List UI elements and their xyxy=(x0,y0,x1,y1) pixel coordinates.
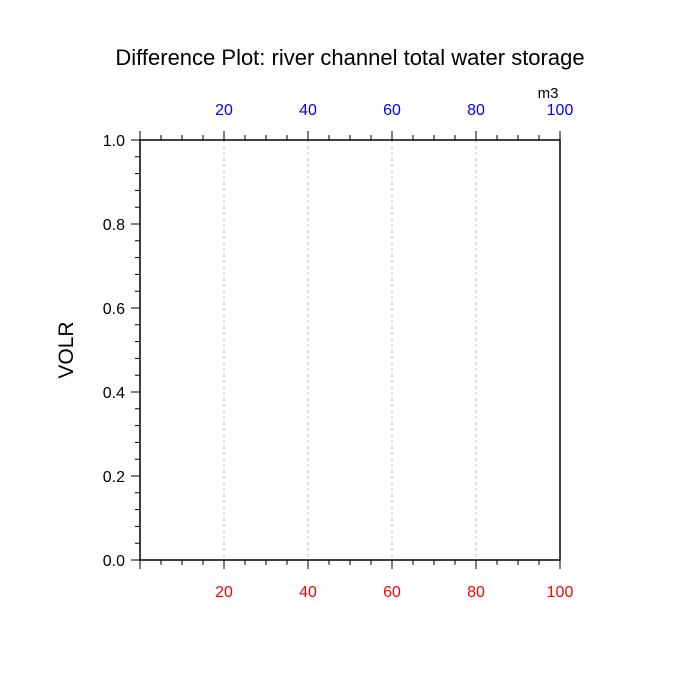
x-tick-label-top: 80 xyxy=(467,102,485,119)
gridlines xyxy=(223,140,477,560)
x-tick-label-top: 100 xyxy=(547,102,574,119)
x-tick-label-top: 20 xyxy=(215,102,233,119)
y-tick-label: 0.8 xyxy=(103,217,125,234)
top-tick-labels: 20 40 60 80 100 xyxy=(215,102,573,119)
tick-marks xyxy=(131,131,561,569)
y-tick-label: 0.0 xyxy=(103,553,125,570)
x-tick-label-bottom: 20 xyxy=(215,584,233,601)
y-axis-label: VOLR xyxy=(55,321,78,378)
top-axis-unit: m3 xyxy=(538,85,559,102)
x-tick-label-bottom: 40 xyxy=(299,584,317,601)
chart-title: Difference Plot: river channel total wat… xyxy=(115,45,584,70)
x-tick-label-bottom: 80 xyxy=(467,584,485,601)
x-tick-label-bottom: 60 xyxy=(383,584,401,601)
y-tick-label: 0.4 xyxy=(103,385,125,402)
bottom-tick-labels: 20 40 60 80 100 xyxy=(215,584,573,601)
x-tick-label-top: 40 xyxy=(299,102,317,119)
y-tick-label: 0.6 xyxy=(103,301,125,318)
y-tick-label: 1.0 xyxy=(103,133,125,150)
x-tick-label-bottom: 100 xyxy=(547,584,574,601)
x-tick-label-top: 60 xyxy=(383,102,401,119)
y-tick-labels: 0.0 0.2 0.4 0.6 0.8 1.0 xyxy=(103,133,125,570)
y-tick-label: 0.2 xyxy=(103,469,125,486)
plot-frame xyxy=(139,139,561,561)
